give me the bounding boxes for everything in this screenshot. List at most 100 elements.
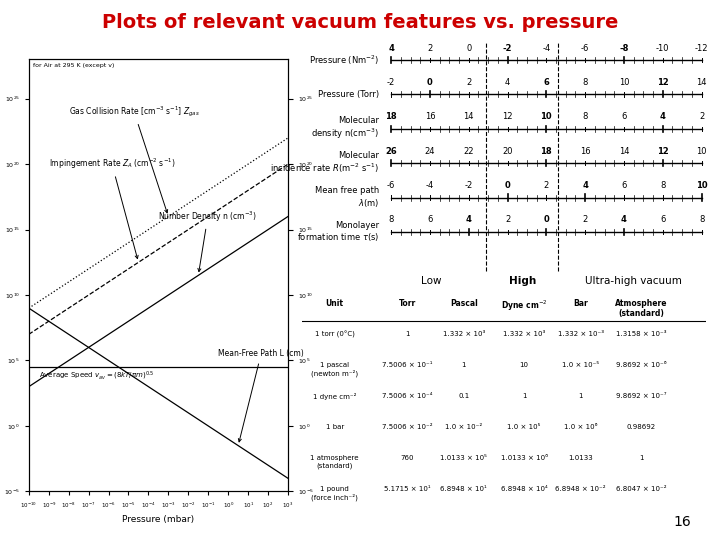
Text: -6: -6	[387, 181, 395, 190]
Text: 1.0133: 1.0133	[568, 455, 593, 461]
Text: Monolayer
formation time $\tau$(s): Monolayer formation time $\tau$(s)	[297, 220, 379, 244]
Text: -10: -10	[656, 44, 670, 52]
Text: 1 bar: 1 bar	[325, 424, 343, 430]
Text: -4: -4	[426, 181, 434, 190]
Text: 20: 20	[503, 147, 513, 156]
Text: Molecular
incidence rate $R$(m$^{-2}$ s$^{-1}$): Molecular incidence rate $R$(m$^{-2}$ s$…	[270, 151, 379, 176]
Text: 6.8948 × 10⁻²: 6.8948 × 10⁻²	[555, 486, 606, 492]
Text: 1.0133 × 10⁶: 1.0133 × 10⁶	[500, 455, 548, 461]
Text: 2: 2	[582, 215, 588, 225]
Text: 9.8692 × 10⁻⁶: 9.8692 × 10⁻⁶	[616, 362, 667, 368]
Text: 4: 4	[466, 215, 472, 225]
Text: 8: 8	[582, 112, 588, 122]
Text: 1: 1	[462, 362, 466, 368]
Text: 1: 1	[522, 393, 526, 399]
Text: -2: -2	[464, 181, 473, 190]
Text: Atmosphere
(standard): Atmosphere (standard)	[615, 299, 667, 318]
Text: 24: 24	[425, 147, 435, 156]
Text: 1 pound
(force inch⁻²): 1 pound (force inch⁻²)	[311, 486, 358, 501]
Text: 1.332 × 10³: 1.332 × 10³	[503, 331, 545, 337]
Text: 8: 8	[660, 181, 665, 190]
Text: Mean free path
$\lambda$(m): Mean free path $\lambda$(m)	[315, 186, 379, 209]
Text: Mean-Free Path L (cm): Mean-Free Path L (cm)	[218, 349, 304, 442]
Text: for Air at 295 K (except v): for Air at 295 K (except v)	[33, 63, 114, 69]
Text: Plots of relevant vacuum features vs. pressure: Plots of relevant vacuum features vs. pr…	[102, 14, 618, 32]
Text: 0: 0	[505, 181, 510, 190]
Text: 2: 2	[427, 44, 433, 52]
Text: 16: 16	[425, 112, 435, 122]
Text: 6.8047 × 10⁻²: 6.8047 × 10⁻²	[616, 486, 667, 492]
Text: 26: 26	[385, 147, 397, 156]
Text: 760: 760	[400, 455, 414, 461]
Text: 0.98692: 0.98692	[626, 424, 656, 430]
Text: 1 dyne cm⁻²: 1 dyne cm⁻²	[313, 393, 356, 400]
Text: 10: 10	[696, 181, 707, 190]
Text: 7.5006 × 10⁻⁴: 7.5006 × 10⁻⁴	[382, 393, 433, 399]
Text: 1: 1	[639, 455, 644, 461]
Text: 7.5006 × 10⁻²: 7.5006 × 10⁻²	[382, 424, 433, 430]
Text: 1.0 × 10⁻⁵: 1.0 × 10⁻⁵	[562, 362, 599, 368]
Text: 12: 12	[657, 78, 669, 87]
Text: -6: -6	[581, 44, 590, 52]
Text: 10: 10	[696, 147, 707, 156]
Text: 0: 0	[427, 78, 433, 87]
Text: -4: -4	[542, 44, 551, 52]
Text: 6.8948 × 10¹: 6.8948 × 10¹	[441, 486, 487, 492]
Text: 1.332 × 10³: 1.332 × 10³	[443, 331, 485, 337]
Text: -2: -2	[503, 44, 512, 52]
Text: Torr: Torr	[399, 299, 416, 308]
Text: 2: 2	[544, 181, 549, 190]
Text: 6: 6	[621, 112, 626, 122]
Text: 4: 4	[621, 215, 627, 225]
Text: 1 atmosphere
(standard): 1 atmosphere (standard)	[310, 455, 359, 469]
Text: 0: 0	[466, 44, 472, 52]
Text: 1.332 × 10⁻³: 1.332 × 10⁻³	[557, 331, 603, 337]
Text: 6: 6	[621, 181, 626, 190]
Text: 1 torr (0°C): 1 torr (0°C)	[315, 331, 354, 338]
Text: Pascal: Pascal	[450, 299, 477, 308]
Text: 9.8692 × 10⁻⁷: 9.8692 × 10⁻⁷	[616, 393, 666, 399]
Text: Low: Low	[421, 276, 441, 286]
Text: 12: 12	[657, 147, 669, 156]
Text: Pressure (Torr): Pressure (Torr)	[318, 90, 379, 99]
Text: Unit: Unit	[325, 299, 343, 308]
Text: 16: 16	[673, 515, 691, 529]
Text: 0.1: 0.1	[458, 393, 469, 399]
Text: 4: 4	[388, 44, 394, 52]
Text: 6: 6	[660, 215, 665, 225]
Text: 8: 8	[582, 78, 588, 87]
Text: -2: -2	[387, 78, 395, 87]
Text: 2: 2	[466, 78, 472, 87]
Text: Impingement Rate $Z_A$ (cm$^{-2}$ s$^{-1}$): Impingement Rate $Z_A$ (cm$^{-2}$ s$^{-1…	[49, 157, 175, 259]
Text: Dyne cm$^{-2}$: Dyne cm$^{-2}$	[501, 299, 547, 313]
Text: 8: 8	[699, 215, 704, 225]
Text: -8: -8	[619, 44, 629, 52]
Text: 18: 18	[541, 147, 552, 156]
Text: High: High	[508, 276, 536, 286]
Text: 14: 14	[696, 78, 707, 87]
Text: 8: 8	[388, 215, 394, 225]
Text: 1.0 × 10⁶: 1.0 × 10⁶	[564, 424, 598, 430]
Text: -12: -12	[695, 44, 708, 52]
Text: 4: 4	[505, 78, 510, 87]
Text: 1.0133 × 10⁵: 1.0133 × 10⁵	[440, 455, 487, 461]
Text: 2: 2	[699, 112, 704, 122]
Text: 18: 18	[385, 112, 397, 122]
Text: Number Density n (cm$^{-3}$): Number Density n (cm$^{-3}$)	[158, 210, 257, 272]
Text: 2: 2	[505, 215, 510, 225]
Text: Gas Collision Rate [cm$^{-3}$ s$^{-1}$] $Z_{gas}$: Gas Collision Rate [cm$^{-3}$ s$^{-1}$] …	[68, 105, 199, 213]
Text: 14: 14	[618, 147, 629, 156]
Text: 6: 6	[427, 215, 433, 225]
Text: 5.1715 × 10¹: 5.1715 × 10¹	[384, 486, 431, 492]
Text: 14: 14	[464, 112, 474, 122]
Text: Molecular
density n(cm$^{-3}$): Molecular density n(cm$^{-3}$)	[311, 116, 379, 141]
Text: 0: 0	[544, 215, 549, 225]
Text: 1: 1	[405, 331, 410, 337]
Text: 6: 6	[544, 78, 549, 87]
Text: 4: 4	[582, 181, 588, 190]
X-axis label: Pressure (mbar): Pressure (mbar)	[122, 515, 194, 524]
Text: 22: 22	[464, 147, 474, 156]
Text: 10: 10	[520, 362, 528, 368]
Text: Pressure (Nm$^{-2}$): Pressure (Nm$^{-2}$)	[309, 53, 379, 66]
Text: Bar: Bar	[573, 299, 588, 308]
